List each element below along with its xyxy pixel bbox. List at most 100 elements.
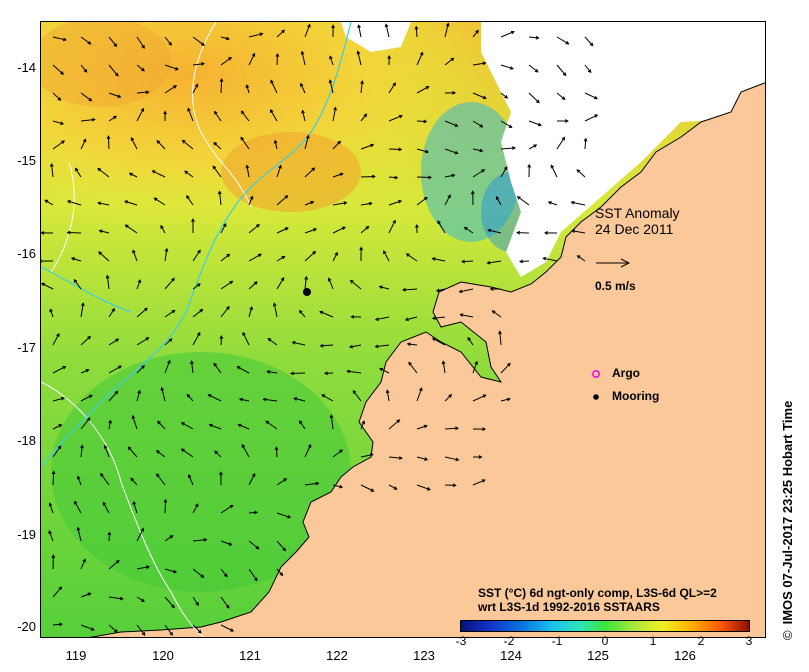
current-vector — [75, 168, 82, 178]
current-vector-head — [88, 394, 93, 399]
current-vector — [500, 166, 508, 178]
current-vector-head — [352, 390, 357, 394]
current-vector-head — [237, 423, 242, 428]
current-vector — [444, 148, 458, 154]
current-vector — [77, 476, 82, 486]
current-vector-head — [226, 305, 230, 310]
current-vector-head — [189, 360, 194, 365]
current-vector-head — [41, 231, 45, 235]
current-vector-head — [593, 95, 598, 100]
map-title: SST Anomaly — [595, 205, 680, 221]
current-vector-head — [361, 420, 365, 425]
mooring-marker[interactable] — [303, 288, 311, 296]
current-vector-head — [307, 23, 311, 28]
current-vector-head — [61, 140, 65, 144]
current-vector-head — [272, 302, 277, 307]
current-vector — [360, 421, 365, 430]
map-date: 24 Dec 2011 — [595, 221, 674, 237]
current-vector — [416, 52, 424, 66]
current-vector — [248, 33, 263, 38]
map-panel[interactable] — [40, 21, 766, 638]
current-vector-head — [278, 164, 282, 169]
current-vector-head — [131, 414, 136, 419]
current-vector-head — [103, 444, 108, 449]
current-vector-head — [398, 114, 403, 119]
current-vector — [388, 200, 402, 206]
credit-label: IMOS 07-Jul-2017 23:25 Hobart Time — [780, 400, 795, 625]
current-vector — [220, 596, 230, 609]
current-vector-head — [267, 337, 272, 342]
current-vector-head — [455, 426, 460, 431]
x-tick-label: 122 — [326, 648, 348, 663]
current-vector — [304, 444, 312, 458]
current-vector — [360, 81, 363, 94]
path-line — [41, 266, 132, 313]
current-vector-head — [86, 417, 91, 422]
current-vector — [352, 390, 362, 402]
current-vector-head — [168, 41, 172, 46]
current-vector-head — [274, 446, 279, 451]
current-vector — [332, 173, 343, 178]
current-vector — [375, 344, 390, 348]
current-vector-head — [594, 114, 599, 118]
current-vector-head — [155, 450, 160, 454]
current-vector-head — [301, 109, 305, 114]
current-vector-head — [56, 332, 60, 337]
current-vector-head — [482, 394, 487, 398]
current-vector — [186, 394, 194, 402]
current-vector-head — [44, 199, 49, 204]
contour-line — [50, 161, 75, 273]
current-vector-head — [423, 424, 428, 429]
current-vector-head — [329, 414, 334, 419]
current-vector-head — [576, 169, 581, 173]
current-vector-head — [106, 135, 111, 140]
current-vector-head — [124, 224, 129, 229]
current-vector — [80, 139, 87, 150]
current-vector — [360, 484, 374, 492]
current-vector — [191, 361, 194, 374]
current-vector — [444, 456, 459, 461]
current-vector-head — [470, 190, 475, 195]
current-vector — [52, 623, 62, 626]
current-vector-head — [328, 79, 333, 84]
current-vectors — [41, 22, 599, 636]
current-vector-head — [255, 545, 260, 550]
current-vector-head — [284, 195, 289, 199]
current-vector — [386, 390, 390, 402]
current-vector — [182, 140, 194, 150]
current-vector — [270, 109, 278, 122]
y-tick-label: -16 — [17, 246, 36, 261]
current-vector — [108, 36, 117, 47]
current-vector — [360, 144, 374, 150]
current-vector-head — [507, 362, 511, 367]
scale-arrow-icon — [596, 258, 631, 268]
current-vector-head — [229, 504, 234, 509]
sst-anomaly-map[interactable] — [41, 22, 766, 638]
current-vector-head — [425, 149, 430, 154]
current-vector — [124, 200, 138, 206]
current-vector — [304, 482, 319, 486]
current-vector — [459, 288, 474, 293]
current-vector — [108, 92, 121, 98]
current-vector — [403, 288, 418, 291]
current-vector-head — [130, 137, 135, 141]
current-vector — [332, 449, 343, 458]
current-vector-head — [319, 343, 324, 348]
current-vector-head — [249, 306, 253, 311]
current-vector-head — [80, 444, 84, 449]
current-vector-head — [519, 259, 524, 264]
current-vector — [488, 229, 502, 234]
current-vector — [406, 253, 418, 262]
current-vector — [98, 251, 110, 262]
current-vector — [332, 107, 337, 122]
current-vector — [385, 24, 390, 38]
current-vector-head — [140, 527, 144, 532]
current-vector-head — [203, 537, 208, 542]
current-vector-head — [498, 330, 502, 335]
current-vector — [520, 260, 530, 263]
y-tick-label: -14 — [17, 60, 36, 75]
current-vector-head — [194, 83, 199, 88]
current-vector — [80, 394, 93, 402]
current-vector — [274, 140, 278, 150]
current-vector — [276, 29, 285, 38]
